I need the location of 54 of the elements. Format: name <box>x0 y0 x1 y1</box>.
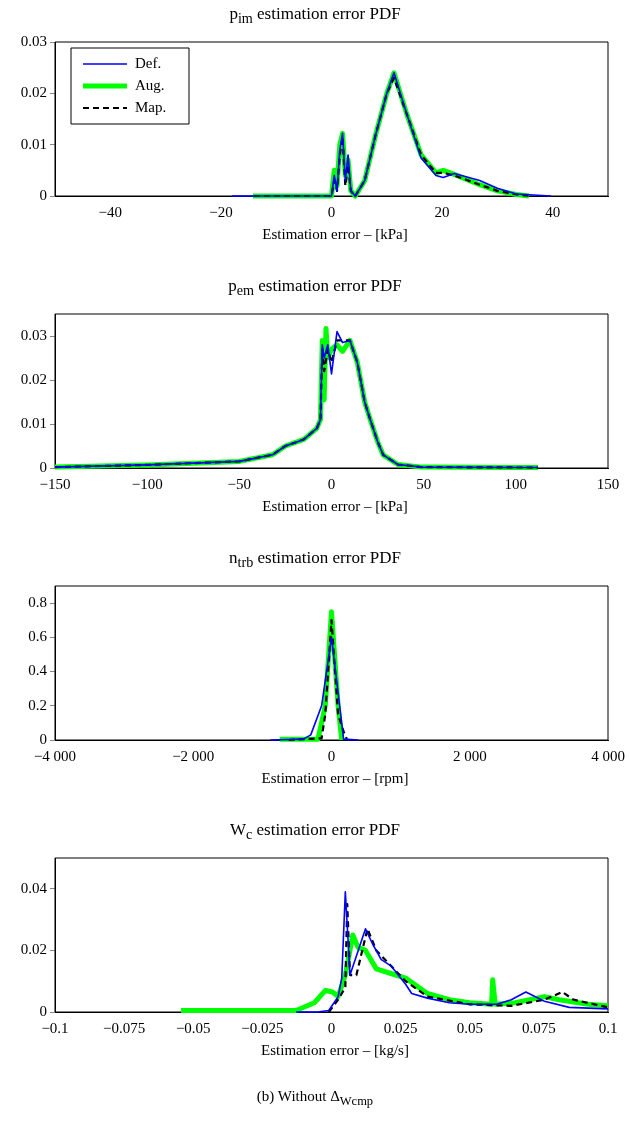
y-tick-label: 0.02 <box>20 84 47 101</box>
y-tick-label: 0.01 <box>20 135 47 152</box>
x-axis-title: Estimation error – [kPa] <box>261 498 409 515</box>
x-tick-label: −150 <box>39 475 71 492</box>
legend-label: Aug. <box>135 76 165 93</box>
x-tick-label: 2 000 <box>452 747 487 764</box>
legend-label: Map. <box>135 98 167 115</box>
x-tick-label: 0 <box>327 1019 336 1036</box>
x-tick-label: −4 000 <box>33 747 77 764</box>
x-axis-title: Estimation error – [rpm] <box>260 770 410 787</box>
x-tick-label: −20 <box>209 203 233 220</box>
y-tick-label: 0 <box>39 1002 47 1019</box>
y-tick-label: 0 <box>39 186 47 203</box>
y-tick-label: 0.04 <box>20 879 48 896</box>
x-tick-label: −2 000 <box>172 747 215 764</box>
x-tick-label: 0 <box>327 747 336 764</box>
x-tick-label: −50 <box>227 475 252 492</box>
y-tick-label: 0.6 <box>28 628 48 645</box>
y-tick-label: 0.02 <box>20 370 47 387</box>
x-tick-label: −0.1 <box>41 1019 69 1036</box>
x-tick-label: 150 <box>596 475 620 492</box>
x-tick-label: 20 <box>434 203 450 220</box>
x-tick-label: −0.05 <box>175 1019 211 1036</box>
y-tick-label: 0.02 <box>20 941 47 958</box>
chart-title: W$_{c}$ estimation error PDF <box>228 820 402 844</box>
chart-title: n$_{trb}$ estimation error PDF <box>228 548 402 572</box>
x-axis-title: Estimation error – [kg/s] <box>260 1042 410 1059</box>
x-tick-label: 0 <box>327 203 336 220</box>
y-tick-label: 0.01 <box>20 414 47 431</box>
chart-title: p$_{im}$ estimation error PDF <box>228 4 402 28</box>
chart-title: p$_{em}$ estimation error PDF <box>227 276 403 300</box>
y-tick-label: 0.03 <box>20 32 47 49</box>
x-tick-label: −0.075 <box>103 1019 146 1036</box>
text: (b) Without Δ$_{Wcmp}$ <box>255 1088 375 1109</box>
y-tick-label: 0.8 <box>28 594 47 611</box>
y-tick-label: 0 <box>39 730 47 747</box>
y-tick-label: 0 <box>39 458 47 475</box>
x-tick-label: −0.025 <box>241 1019 284 1036</box>
x-tick-label: −40 <box>98 203 123 220</box>
x-tick-label: 40 <box>545 203 561 220</box>
x-tick-label: 0.05 <box>456 1019 483 1036</box>
x-tick-label: 50 <box>416 475 432 492</box>
x-axis-title: Estimation error – [kPa] <box>261 226 409 243</box>
x-tick-label: 0.075 <box>522 1019 556 1036</box>
x-tick-label: 4 000 <box>591 747 625 764</box>
y-tick-label: 0.2 <box>28 696 47 713</box>
x-tick-label: 0.1 <box>598 1019 618 1036</box>
x-tick-label: 0 <box>327 475 336 492</box>
legend-label: Def. <box>135 54 162 71</box>
x-tick-label: 100 <box>504 475 528 492</box>
x-tick-label: 0.025 <box>383 1019 418 1036</box>
x-tick-label: −100 <box>131 475 163 492</box>
y-tick-label: 0.4 <box>28 662 48 679</box>
y-tick-label: 0.03 <box>20 326 47 343</box>
